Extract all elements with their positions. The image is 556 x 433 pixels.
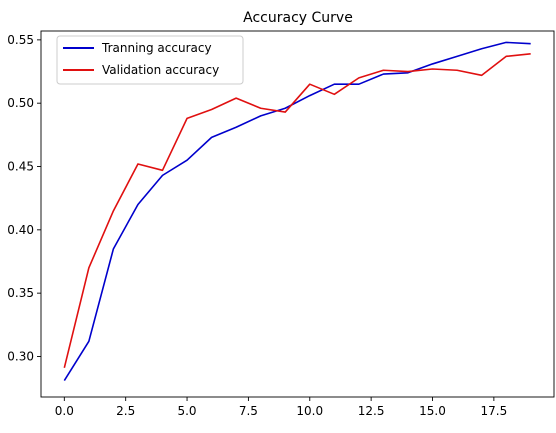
legend-box	[56, 35, 244, 85]
x-tick-label: 7.5	[239, 404, 258, 418]
legend-label-training: Tranning accuracy	[101, 41, 212, 55]
y-axis: 0.30 0.35 0.40 0.45 0.50 0.55	[7, 33, 41, 363]
training-accuracy-line	[63, 41, 531, 381]
y-tick-label: 0.30	[7, 349, 34, 363]
y-tick-label: 0.35	[7, 286, 34, 300]
y-tick-label: 0.55	[7, 33, 34, 47]
x-tick-label: 2.5	[116, 404, 135, 418]
y-tick-label: 0.50	[7, 96, 34, 110]
chart-title: Accuracy Curve	[243, 10, 353, 26]
x-tick-label: 15.0	[419, 404, 446, 418]
x-tick-label: 10.0	[296, 404, 323, 418]
x-tick-label: 5.0	[177, 404, 196, 418]
legend-label-validation: Validation accuracy	[102, 63, 219, 77]
x-tick-label: 17.5	[481, 404, 508, 418]
series-lines	[63, 41, 531, 381]
legend: Tranning accuracy Validation accuracy	[56, 35, 244, 85]
plot-area-frame	[40, 30, 555, 398]
x-tick-label: 0.0	[55, 404, 74, 418]
x-axis: 0.0 2.5 5.0 7.5 10.0 12.5 15.0 17.5	[55, 397, 507, 418]
x-tick-label: 12.5	[358, 404, 385, 418]
y-tick-label: 0.45	[7, 160, 34, 174]
y-tick-label: 0.40	[7, 223, 34, 237]
validation-accuracy-line	[63, 53, 531, 369]
